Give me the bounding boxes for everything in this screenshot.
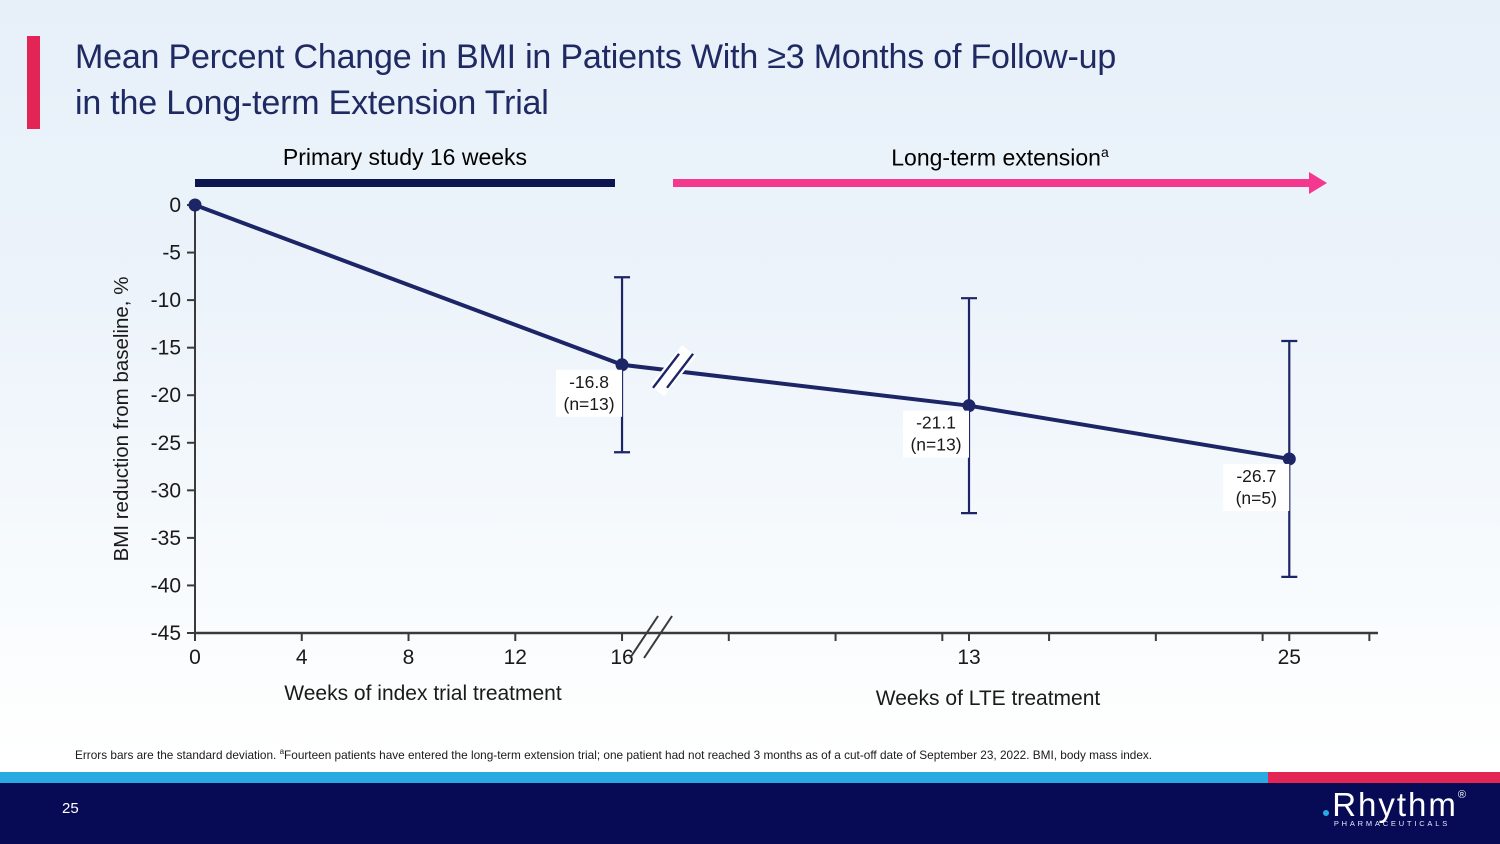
data-point-n-label: (n=5) (1236, 488, 1277, 508)
y-tick-label: -30 (151, 479, 181, 502)
title-accent-bar (27, 36, 40, 129)
data-point-label-box (1223, 463, 1290, 511)
x-tick-label: 16 (610, 646, 633, 669)
line-break-icon (652, 353, 680, 389)
x-tick-label: 13 (957, 646, 980, 669)
x-tick-label: 12 (504, 646, 527, 669)
y-tick-label: 0 (169, 194, 181, 217)
footnote-part1: Errors bars are the standard deviation. (75, 747, 280, 762)
logo-dot-icon (1323, 810, 1330, 816)
line-break-mask (650, 345, 697, 397)
data-point-n-label: (n=13) (910, 435, 961, 455)
data-point-label: -26.7 (1236, 466, 1276, 486)
y-tick-label: -15 (151, 337, 181, 360)
x-tick-label: 8 (403, 646, 415, 669)
footer-bar: 25 Rhythm® PHARMACEUTICALS (0, 783, 1500, 844)
y-tick-label: -5 (162, 242, 181, 265)
x-tick-label: 4 (296, 646, 308, 669)
y-axis-title: BMI reduction from baseline, % (110, 277, 133, 562)
line-break-icon (666, 353, 694, 389)
data-point-label: -21.1 (916, 413, 956, 433)
rhythm-logo: Rhythm® PHARMACEUTICALS (1323, 786, 1466, 828)
lte-phase-arrow-icon (673, 172, 1327, 194)
footnote-superscript: a (279, 747, 285, 756)
x-axis-title-right: Weeks of LTE treatment (876, 687, 1101, 710)
logo-registered-icon: ® (1457, 789, 1466, 801)
bottom-strip-cyan (0, 772, 1268, 783)
y-tick-label: -10 (151, 289, 181, 312)
logo-line: Rhythm® (1323, 786, 1466, 824)
phase-label-lte-superscript: a (1100, 144, 1109, 160)
data-point (962, 399, 976, 413)
logo-word: Rhythm (1332, 786, 1458, 823)
x-axis-break-icon (643, 615, 673, 659)
data-point (1282, 452, 1296, 466)
bottom-strip (0, 772, 1500, 783)
page-number: 25 (62, 800, 79, 817)
y-tick-label: -20 (151, 384, 181, 407)
y-tick-label: -45 (151, 622, 181, 645)
phase-label-lte: Long-term extensiona (680, 144, 1320, 172)
footnote: Errors bars are the standard deviation. … (75, 747, 1455, 762)
data-point-n-label: (n=13) (564, 394, 615, 414)
slide-title: Mean Percent Change in BMI in Patients W… (75, 34, 1465, 126)
logo-subtext: PHARMACEUTICALS (1333, 819, 1450, 828)
bottom-strip-pink (1268, 772, 1500, 783)
series-line (194, 203, 1290, 461)
data-point-label: -16.8 (569, 372, 609, 392)
x-axis-title-left: Weeks of index trial treatment (284, 682, 562, 705)
primary-phase-bar (195, 179, 615, 187)
data-point-label-box (556, 369, 623, 417)
x-tick-label: 0 (189, 646, 201, 669)
y-tick-label: -35 (151, 527, 181, 550)
slide-title-line-1: Mean Percent Change in BMI in Patients W… (75, 38, 1117, 76)
x-tick-label: 25 (1278, 646, 1301, 669)
x-axis-break-icon (629, 615, 659, 659)
y-tick-label: -40 (151, 574, 181, 597)
data-point-label-box (903, 410, 970, 458)
data-point (615, 358, 629, 372)
slide-title-line-2: in the Long-term Extension Trial (75, 84, 549, 122)
y-tick-label: -25 (151, 432, 181, 455)
data-point (188, 198, 202, 212)
phase-label-lte-text: Long-term extension (891, 144, 1101, 171)
phase-label-primary: Primary study 16 weeks (282, 144, 528, 170)
footnote-part2: Fourteen patients have entered the long-… (284, 747, 1153, 762)
